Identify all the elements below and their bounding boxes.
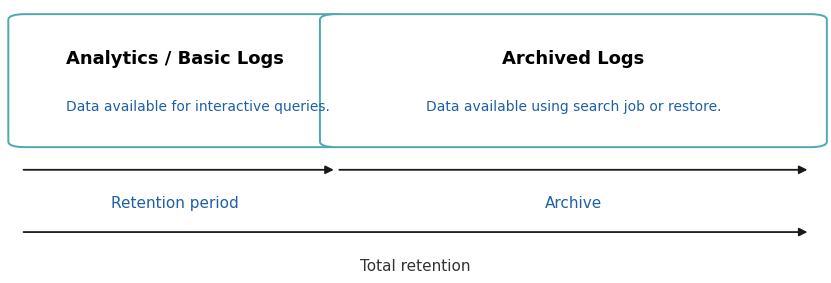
Text: Data available for interactive queries.: Data available for interactive queries. xyxy=(66,100,331,114)
Text: Data available using search job or restore.: Data available using search job or resto… xyxy=(425,100,721,114)
Text: Analytics / Basic Logs: Analytics / Basic Logs xyxy=(66,50,284,68)
Text: Retention period: Retention period xyxy=(111,196,238,211)
FancyBboxPatch shape xyxy=(8,14,349,147)
Text: Archived Logs: Archived Logs xyxy=(502,50,645,68)
FancyBboxPatch shape xyxy=(320,14,827,147)
Text: Archive: Archive xyxy=(545,196,602,211)
Text: Total retention: Total retention xyxy=(361,258,470,274)
